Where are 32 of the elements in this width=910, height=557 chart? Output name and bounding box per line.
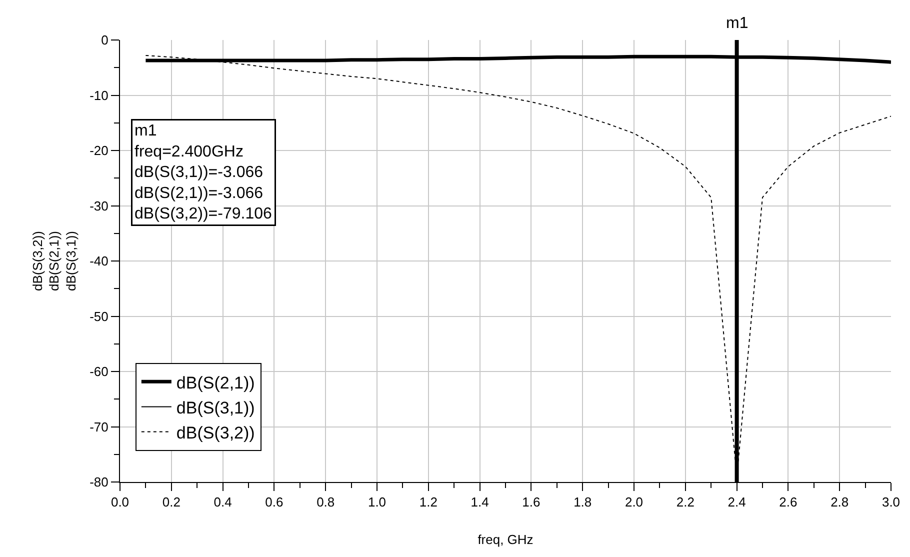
x-tick-label: 1.6 [522, 494, 540, 510]
legend-label: dB(S(3,1)) [176, 398, 255, 418]
legend-label: dB(S(2,1)) [176, 373, 255, 392]
y-tick-label: -40 [90, 254, 108, 269]
x-tick-label: 0.8 [316, 494, 335, 510]
y-tick-label: -70 [90, 419, 108, 434]
x-tick-label: 2.6 [779, 494, 798, 510]
x-tick-label: 2.0 [624, 494, 644, 510]
y-tick-label: -30 [90, 198, 108, 214]
x-tick-label: 1.0 [368, 494, 386, 510]
y-tick-label: -10 [90, 88, 108, 103]
legend-label: dB(S(3,2)) [176, 423, 255, 442]
x-tick-label: 0.4 [214, 494, 232, 510]
ref-line-label: m1 [726, 15, 748, 32]
y-tick-label: -20 [90, 143, 108, 158]
x-tick-label: 3.0 [882, 494, 900, 510]
x-tick-label: 1.8 [574, 494, 592, 510]
x-tick-label: 2.2 [676, 494, 694, 510]
x-tick-label: 0.2 [162, 494, 180, 510]
y-tick-label: -50 [90, 308, 108, 324]
y-tick-label: -80 [90, 474, 108, 490]
y-tick-label: -60 [90, 364, 108, 380]
y-tick-label: 0 [101, 32, 108, 48]
y-axis-title: dB(S(3,2)) dB(S(2,1)) dB(S(3,1)) [30, 231, 79, 291]
x-tick-label: 1.4 [470, 494, 489, 510]
annotation: m1 freq=2.400GHz dB(S(3,1))=-3.066 dB(S(2,1))=-3.066 dB(S(3,2))=-79.106 [134, 122, 272, 223]
x-tick-label: 0.0 [110, 494, 130, 510]
x-tick-label: 2.8 [830, 494, 849, 510]
x-tick-label: 0.6 [265, 494, 284, 510]
x-axis-title: freq, GHz [478, 532, 534, 548]
x-tick-label: 2.4 [728, 494, 746, 510]
x-tick-label: 1.2 [419, 494, 438, 510]
